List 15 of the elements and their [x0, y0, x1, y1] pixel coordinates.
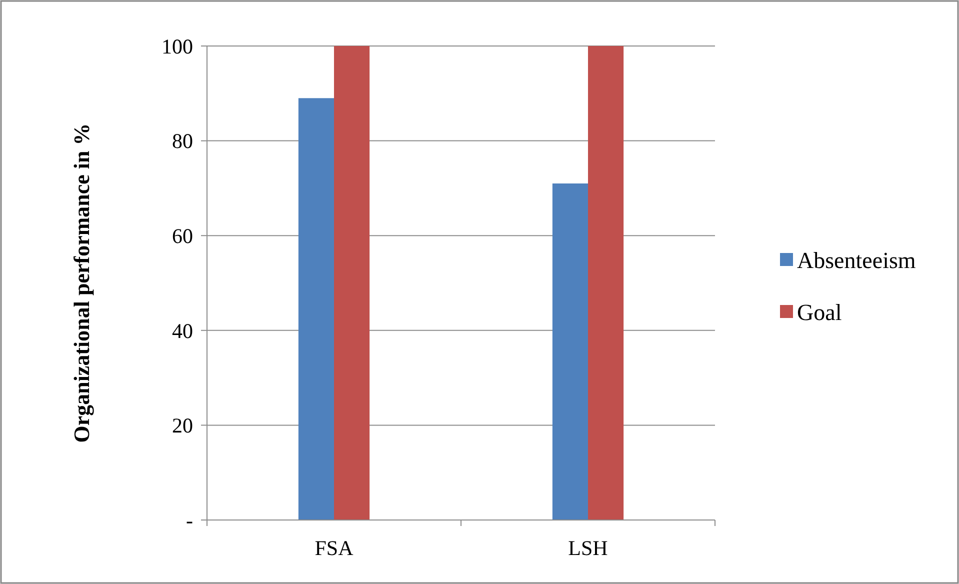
y-tick-label: 80	[172, 129, 193, 154]
x-tick-label: FSA	[314, 536, 354, 560]
legend-label: Absenteeism	[797, 248, 916, 274]
bar	[298, 98, 334, 520]
y-axis-title: Organizational performance in %	[68, 122, 95, 445]
bar	[588, 46, 624, 520]
x-tick-label: LSH	[568, 536, 608, 560]
y-tick-label: 100	[162, 34, 193, 58]
bar	[334, 46, 370, 520]
bar	[552, 183, 588, 520]
y-tick-label: 20	[172, 414, 193, 438]
y-tick-label: 60	[172, 224, 193, 248]
y-tick-label: -	[186, 508, 193, 532]
legend-label: Goal	[797, 300, 842, 326]
y-tick-label: 40	[172, 318, 193, 343]
